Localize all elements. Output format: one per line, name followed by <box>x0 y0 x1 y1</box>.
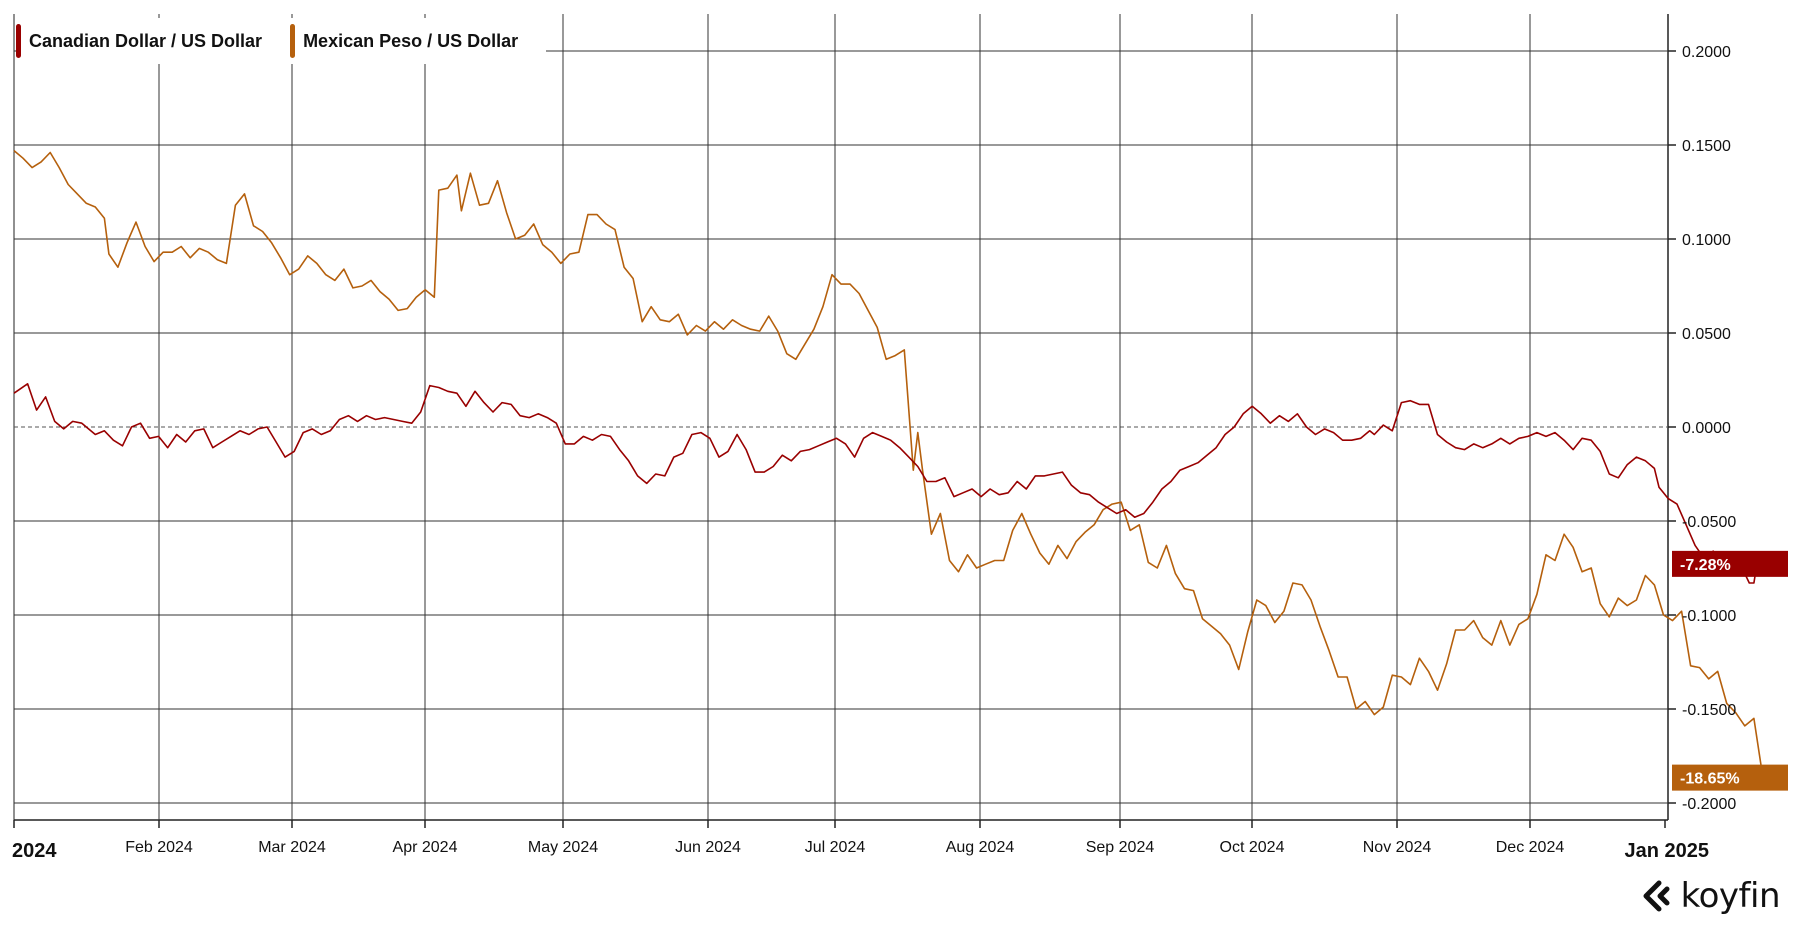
series-lines <box>13 149 1764 778</box>
x-tick-label: May 2024 <box>528 839 598 856</box>
end-label-cad: -7.28% <box>1680 557 1731 574</box>
x-tick-label: Sep 2024 <box>1086 839 1155 856</box>
legend-label-cad: Canadian Dollar / US Dollar <box>29 30 263 51</box>
x-axis: 2024 Feb 2024 Mar 2024 Apr 2024 May 2024 Jun … <box>12 820 1709 862</box>
x-tick-label: Aug 2024 <box>946 839 1015 856</box>
end-label-cad-box <box>1672 550 1788 577</box>
y-tick-label: 0.2000 <box>1682 44 1731 61</box>
y-tick-label: 0.1000 <box>1682 232 1731 249</box>
x-tick-label: Mar 2024 <box>258 839 326 856</box>
x-tick-label: Oct 2024 <box>1220 839 1285 856</box>
y-tick-label: -0.2000 <box>1682 796 1736 813</box>
legend-swatch-mxn <box>290 24 296 58</box>
y-tick-label: -0.0500 <box>1682 514 1736 531</box>
y-tick-label: 0.0500 <box>1682 326 1731 343</box>
series-line-cad <box>13 383 1764 584</box>
koyfin-logo-icon <box>1643 880 1670 912</box>
x-tick-label: Feb 2024 <box>125 839 193 856</box>
legend-swatch-cad <box>16 24 21 58</box>
y-axis: 0.2000 0.1500 0.1000 0.0500 0.0000 -0.0500 -0.… <box>1668 44 1736 813</box>
y-tick-label: 0.0000 <box>1682 420 1731 437</box>
brand-name: koyfin <box>1680 876 1781 916</box>
y-tick-label: -0.1000 <box>1682 608 1736 625</box>
brand-logo: koyfin <box>1637 876 1781 916</box>
y-tick-label: -0.1500 <box>1682 702 1736 719</box>
end-label-mxn: -18.65% <box>1680 771 1740 788</box>
x-tick-label: Jun 2024 <box>675 839 741 856</box>
x-tick-label: Jul 2024 <box>805 839 866 856</box>
legend-item-mxn[interactable]: Mexican Peso / US Dollar <box>290 18 546 64</box>
legend: Canadian Dollar / US Dollar Mexican Peso… <box>16 18 547 64</box>
legend-item-cad[interactable]: Canadian Dollar / US Dollar <box>16 18 290 64</box>
x-tick-label: 2024 <box>12 840 57 862</box>
grid-lines <box>13 14 1669 821</box>
x-tick-label: Dec 2024 <box>1496 839 1565 856</box>
end-labels: -7.28% -18.65% <box>1672 550 1788 791</box>
x-tick-label: Apr 2024 <box>393 839 458 856</box>
end-label-mxn-box <box>1672 764 1788 791</box>
x-tick-label: Jan 2025 <box>1624 840 1709 862</box>
x-tick-label: Nov 2024 <box>1363 839 1432 856</box>
legend-label-mxn: Mexican Peso / US Dollar <box>303 30 519 51</box>
series-line-mxn <box>13 149 1764 778</box>
y-tick-label: 0.1500 <box>1682 138 1731 155</box>
